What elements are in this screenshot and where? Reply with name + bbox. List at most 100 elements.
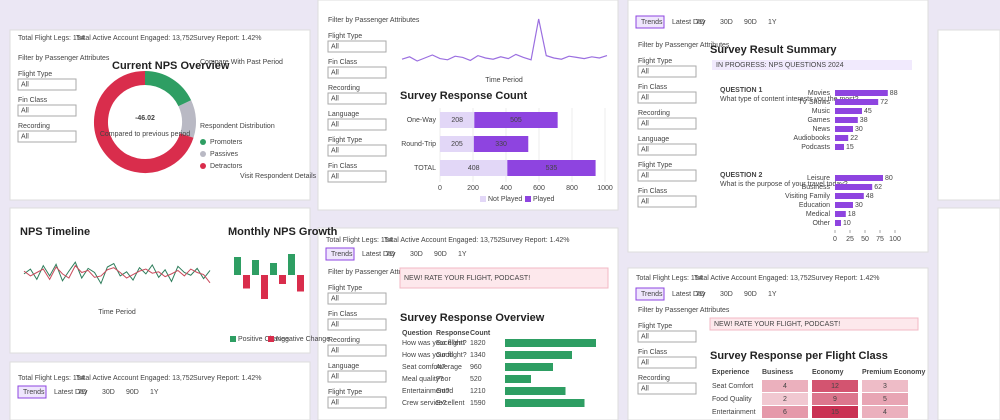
filter-select[interactable] — [17, 104, 77, 117]
filter-select[interactable] — [327, 170, 387, 183]
filter-label: Fin Class — [638, 84, 668, 91]
filter-option: All — [641, 120, 649, 127]
heat-cell — [862, 393, 908, 405]
tab-button[interactable] — [325, 247, 355, 261]
tab-label: Trends — [641, 19, 663, 26]
tab-button[interactable] — [635, 287, 665, 301]
bar-value: 505 — [510, 117, 522, 124]
filter-select[interactable] — [327, 66, 387, 79]
bar-value: 30 — [855, 202, 863, 209]
filter-select[interactable] — [327, 40, 387, 53]
filter-select[interactable] — [327, 118, 387, 131]
filter-option: All — [641, 359, 649, 366]
filter-label: Language — [328, 363, 359, 370]
filter-select[interactable] — [327, 318, 387, 331]
filter-option: All — [331, 69, 339, 76]
filter-option: All — [331, 43, 339, 50]
filter-select[interactable] — [637, 65, 697, 78]
header-stat: Total Active Account Engaged: 13,752 — [384, 237, 502, 244]
period-tab: 90D — [744, 19, 757, 26]
filter-select[interactable] — [327, 396, 387, 409]
filter-select[interactable] — [17, 130, 77, 143]
bar-value: 15 — [846, 144, 854, 151]
tab-label: Trends — [331, 251, 353, 258]
period-tab: 90D — [126, 389, 139, 396]
bar-value: 18 — [848, 211, 856, 218]
bar-value: 30 — [855, 126, 863, 133]
details-link[interactable]: Visit Respondent Details — [240, 173, 317, 180]
tab-button[interactable] — [635, 15, 665, 29]
filter-select[interactable] — [327, 92, 387, 105]
filter-label: Language — [328, 111, 359, 118]
filter-select[interactable] — [327, 344, 387, 357]
option-label: Visiting Family — [785, 193, 830, 200]
bar-value: 45 — [864, 108, 872, 115]
header-stat: Total Active Account Engaged: 13,752 — [76, 375, 194, 382]
filter-select[interactable] — [637, 169, 697, 182]
filter-select[interactable] — [327, 144, 387, 157]
filter-select[interactable] — [637, 91, 697, 104]
filter-select[interactable] — [327, 292, 387, 305]
cell-value: 3 — [883, 383, 887, 390]
heat-cell — [762, 380, 808, 392]
stacked-bar — [507, 160, 596, 176]
bar-value: 208 — [451, 117, 463, 124]
legend-dot — [200, 151, 206, 157]
tab-button[interactable] — [17, 385, 47, 399]
response-bar — [505, 399, 585, 407]
bar-value: 330 — [495, 141, 507, 148]
period-tab: 30D — [410, 251, 423, 258]
column-header: Question — [402, 330, 432, 337]
legend-swatch — [230, 336, 236, 342]
filter-select[interactable] — [637, 356, 697, 369]
legend-label: Passives — [210, 151, 239, 158]
period-tab: 30D — [720, 19, 733, 26]
period-tab: Latest Day — [672, 291, 706, 298]
filter-option: All — [641, 94, 649, 101]
stacked-bar — [473, 136, 529, 152]
cell: How was your flight? — [402, 352, 467, 359]
header-stat: Total Flight Legs: 154 — [18, 375, 85, 382]
filter-select[interactable] — [17, 78, 77, 91]
section-title: Survey Response Count — [400, 90, 527, 102]
growth-bar — [252, 260, 259, 275]
column-header: Business — [762, 369, 793, 376]
category-label: TOTAL — [414, 165, 436, 172]
period-tab: 90D — [434, 251, 447, 258]
filter-label: Language — [638, 136, 669, 143]
filter-select[interactable] — [637, 330, 697, 343]
option-label: News — [812, 126, 830, 133]
header-stat: Total Flight Legs: 154 — [18, 35, 85, 42]
filter-label: Recording — [328, 337, 360, 344]
response-bar — [505, 363, 553, 371]
cell: Poor — [436, 376, 451, 383]
cell: Food Quality — [712, 396, 752, 403]
filter-select[interactable] — [637, 195, 697, 208]
filter-option: All — [331, 295, 339, 302]
response-bar — [505, 351, 572, 359]
bar-value: 62 — [874, 184, 882, 191]
period-tab: 1Y — [768, 291, 777, 298]
filter-select[interactable] — [637, 143, 697, 156]
period-tab: 30D — [720, 291, 733, 298]
filter-select[interactable] — [327, 370, 387, 383]
filter-option: All — [331, 147, 339, 154]
badge-text: IN PROGRESS: NPS QUESTIONS 2024 — [716, 62, 844, 69]
growth-bar — [243, 275, 250, 289]
nps-score: -46.02 — [135, 115, 155, 122]
cell: Entertainment? — [402, 388, 450, 395]
bar-value: 408 — [468, 165, 480, 172]
cell: Excellent — [436, 400, 464, 407]
filter-option: All — [331, 173, 339, 180]
period-tab: 7D — [78, 389, 87, 396]
summary-bar — [835, 126, 853, 132]
filter-select[interactable] — [637, 117, 697, 130]
filter-select[interactable] — [637, 382, 697, 395]
heat-cell — [862, 406, 908, 418]
cell: Excellent — [436, 340, 464, 347]
option-label: Leisure — [807, 175, 830, 182]
option-label: Education — [799, 202, 830, 209]
bar-value: 88 — [890, 90, 898, 97]
